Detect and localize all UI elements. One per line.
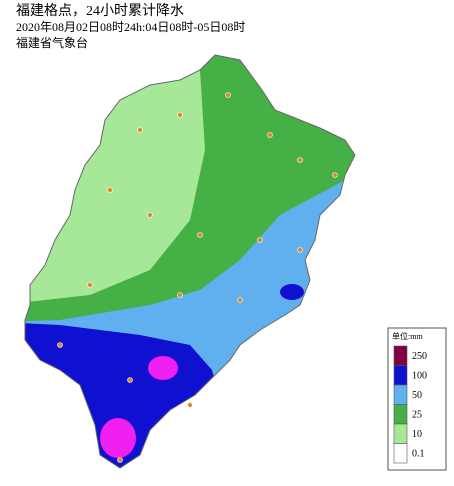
legend-label: 50: [412, 390, 422, 401]
legend-swatch: [393, 443, 408, 464]
legend-swatch: [393, 345, 408, 366]
legend-label: 250: [412, 351, 427, 362]
zone-heavy: [148, 356, 178, 380]
legend-label: 100: [412, 371, 427, 382]
legend-swatch: [393, 384, 408, 405]
legend-title: 单位:mm: [392, 331, 423, 341]
city-dots: [57, 92, 338, 463]
legend-swatch: [393, 423, 408, 444]
legend-label: 0.1: [412, 449, 425, 460]
legend-label: 25: [412, 410, 422, 421]
source: 福建省气象台: [16, 35, 88, 50]
zone-heavy: [100, 418, 136, 458]
zone-100: [280, 284, 304, 300]
province-border: [24, 54, 356, 469]
legend-swatch: [393, 365, 408, 386]
title: 福建格点，24小时累计降水: [16, 3, 184, 19]
legend-label: 10: [412, 429, 422, 440]
zone-100: [25, 322, 220, 468]
legend-swatch: [393, 404, 408, 425]
subtitle: 2020年08月02日08时24h:04日08时-05日08时: [16, 20, 245, 34]
legend: 250 100 50 25 10 0.1: [393, 345, 427, 464]
